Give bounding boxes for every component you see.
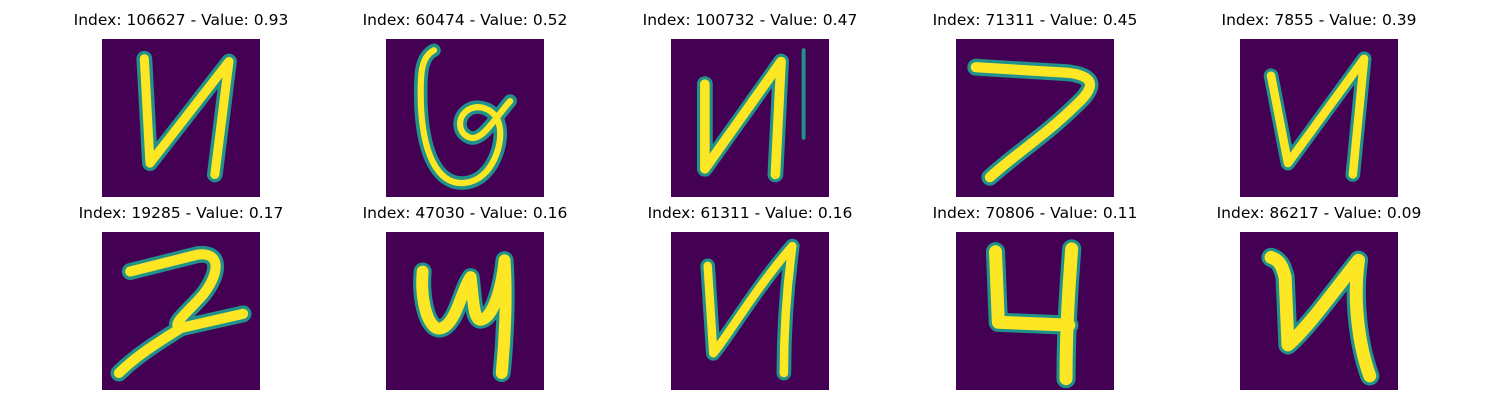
image-panel-2: Index: 60474 - Value: 0.52 [345,11,585,197]
glyph-image-n [1240,39,1398,197]
glyph-image-z [102,232,260,390]
image-panel-6: Index: 19285 - Value: 0.17 [61,204,301,390]
panel-title: Index: 86217 - Value: 0.09 [1216,204,1422,222]
glyph-image-n [671,39,829,197]
image-panel-10: Index: 86217 - Value: 0.09 [1199,204,1439,390]
panel-title: Index: 47030 - Value: 0.16 [362,204,568,222]
panel-title: Index: 106627 - Value: 0.93 [73,11,289,29]
panel-title: Index: 60474 - Value: 0.52 [362,11,568,29]
glyph-image-n [1240,232,1398,390]
panel-title: Index: 7855 - Value: 0.39 [1221,11,1417,29]
panel-title: Index: 70806 - Value: 0.11 [932,204,1138,222]
glyph-image-y [386,232,544,390]
panel-title: Index: 100732 - Value: 0.47 [642,11,858,29]
image-panel-5: Index: 7855 - Value: 0.39 [1199,11,1439,197]
image-panel-1: Index: 106627 - Value: 0.93 [61,11,301,197]
panel-title: Index: 19285 - Value: 0.17 [78,204,284,222]
glyph-image-n [671,232,829,390]
image-panel-8: Index: 61311 - Value: 0.16 [630,204,870,390]
glyph-image-n [102,39,260,197]
glyph-image-7 [956,39,1114,197]
glyph-image-4 [956,232,1114,390]
image-panel-9: Index: 70806 - Value: 0.11 [915,204,1155,390]
image-panel-4: Index: 71311 - Value: 0.45 [915,11,1155,197]
panel-title: Index: 61311 - Value: 0.16 [647,204,853,222]
image-panel-7: Index: 47030 - Value: 0.16 [345,204,585,390]
glyph-image-g [386,39,544,197]
image-panel-3: Index: 100732 - Value: 0.47 [630,11,870,197]
panel-title: Index: 71311 - Value: 0.45 [932,11,1138,29]
